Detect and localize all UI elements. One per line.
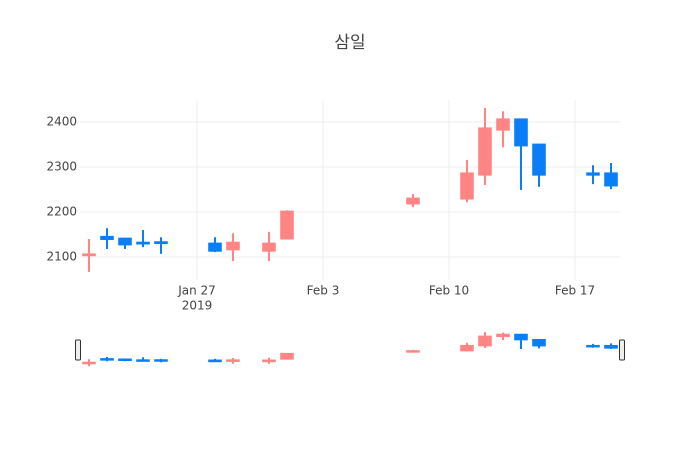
y-tick-label: 2400 xyxy=(46,115,77,129)
x-tick-label: 2019 xyxy=(182,299,213,313)
y-tick-label: 2300 xyxy=(46,160,77,174)
chart-title: 삼일 xyxy=(334,33,365,53)
candle-body xyxy=(496,333,510,338)
candle-body xyxy=(154,241,168,245)
candle-body xyxy=(532,338,546,347)
candle-body xyxy=(226,359,240,362)
candle-body xyxy=(406,350,420,353)
range-slider[interactable] xyxy=(75,332,625,368)
candle-body xyxy=(586,344,600,348)
candle-body xyxy=(406,197,420,205)
candle-body xyxy=(136,241,150,245)
y-tick-label: 2200 xyxy=(46,205,77,219)
candle-body xyxy=(514,118,528,147)
candle-body xyxy=(136,359,150,362)
x-tick-label: Feb 3 xyxy=(307,284,340,298)
candle-body xyxy=(118,237,132,246)
candle-body xyxy=(478,335,492,347)
x-tick-label: Feb 10 xyxy=(429,284,469,298)
candle-body xyxy=(154,359,168,362)
y-tick-label: 2100 xyxy=(46,250,77,264)
candle-body xyxy=(460,344,474,352)
x-tick-label: Jan 27 xyxy=(177,284,216,298)
candle-body xyxy=(262,359,276,363)
candle-body xyxy=(280,352,294,360)
candle-body xyxy=(460,172,474,200)
candle-body xyxy=(118,358,132,361)
candle-body xyxy=(82,253,96,257)
candle-body xyxy=(208,359,222,363)
candle-body xyxy=(496,118,510,131)
candle-body xyxy=(604,172,618,187)
candle-body xyxy=(100,235,114,241)
candle-body xyxy=(226,241,240,251)
candle-body xyxy=(604,344,618,349)
slider-background xyxy=(80,334,620,368)
x-tick-label: Feb 17 xyxy=(555,284,595,298)
candle-body xyxy=(532,143,546,176)
candle-body xyxy=(514,333,528,341)
slider-handle[interactable] xyxy=(619,339,625,361)
candle-body xyxy=(82,361,96,365)
candle-body xyxy=(478,127,492,176)
candle-body xyxy=(208,242,222,252)
slider-handle[interactable] xyxy=(75,339,81,361)
candle-body xyxy=(280,210,294,240)
candle-body xyxy=(586,172,600,176)
candle-body xyxy=(100,358,114,361)
candle-body xyxy=(262,242,276,252)
